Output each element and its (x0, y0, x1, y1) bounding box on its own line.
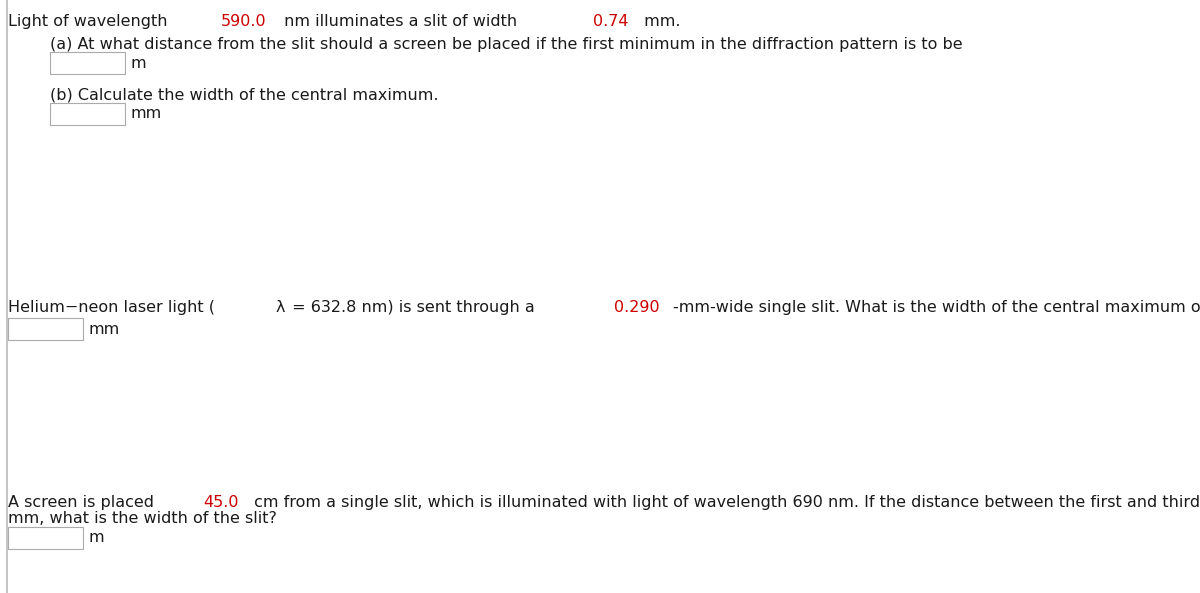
Text: = 632.8 nm) is sent through a: = 632.8 nm) is sent through a (287, 300, 540, 315)
Text: 0.290: 0.290 (613, 300, 659, 315)
Text: mm: mm (130, 107, 161, 122)
Text: nm illuminates a slit of width: nm illuminates a slit of width (280, 14, 522, 29)
Text: 590.0: 590.0 (221, 14, 266, 29)
Bar (50, 52, 125, 74)
Text: cm from a single slit, which is illuminated with light of wavelength 690 nm. If : cm from a single slit, which is illumina… (248, 495, 1200, 510)
Text: -mm-wide single slit. What is the width of the central maximum on a screen: -mm-wide single slit. What is the width … (672, 300, 1200, 315)
Text: m: m (130, 56, 145, 71)
Text: mm: mm (88, 321, 119, 336)
Text: (b) Calculate the width of the central maximum.: (b) Calculate the width of the central m… (50, 88, 438, 103)
Text: mm.: mm. (638, 14, 680, 29)
Text: 45.0: 45.0 (203, 495, 239, 510)
Text: 0.74: 0.74 (593, 14, 629, 29)
Text: mm, what is the width of the slit?: mm, what is the width of the slit? (8, 511, 277, 526)
Text: m: m (88, 531, 103, 546)
Text: A screen is placed: A screen is placed (8, 495, 160, 510)
Text: λ: λ (275, 300, 284, 315)
Bar (50, 103, 125, 125)
Bar (8, 318, 83, 340)
Text: Helium−neon laser light (: Helium−neon laser light ( (8, 300, 215, 315)
Bar (8, 527, 83, 549)
Text: Light of wavelength: Light of wavelength (8, 14, 173, 29)
Text: (a) At what distance from the slit should a screen be placed if the first minimu: (a) At what distance from the slit shoul… (50, 37, 967, 52)
